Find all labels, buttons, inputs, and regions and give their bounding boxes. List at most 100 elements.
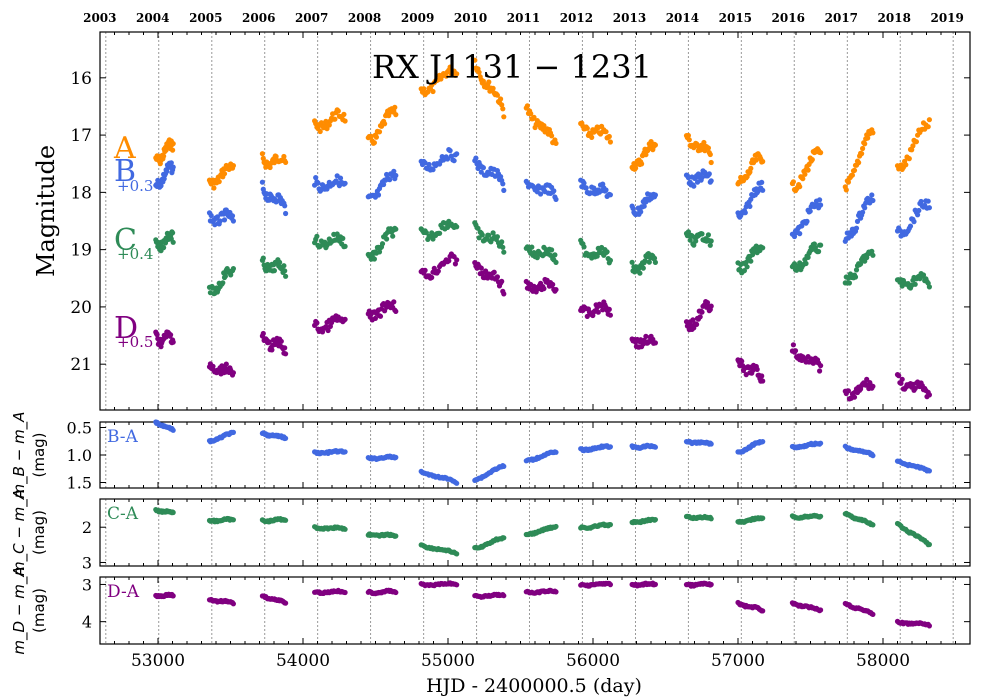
data-point [898, 380, 904, 386]
data-point [699, 231, 705, 237]
data-point [607, 312, 614, 318]
data-point [486, 232, 492, 238]
data-point [739, 358, 745, 364]
data-point [845, 179, 852, 185]
data-point [707, 151, 713, 158]
data-point [500, 181, 506, 187]
data-point [607, 444, 614, 450]
y-tick-label: 1.0 [67, 446, 92, 465]
data-point [652, 340, 659, 346]
data-point [760, 439, 766, 445]
data-point [846, 280, 853, 286]
data-point [603, 129, 609, 135]
axes-frame [99, 576, 971, 645]
data-point [283, 517, 289, 523]
y-tick-label: 3 [82, 575, 92, 594]
data-point [170, 593, 176, 599]
data-point [817, 368, 823, 374]
y-axis-label: Magnitude [32, 145, 60, 277]
data-point [553, 523, 559, 530]
x-tick-label: 53000 [131, 651, 185, 671]
data-point [818, 202, 824, 208]
data-point [744, 264, 750, 270]
data-point [849, 172, 856, 178]
data-point [429, 274, 435, 281]
data-point [760, 158, 766, 165]
data-point [862, 141, 868, 147]
data-point [528, 111, 534, 117]
chart-title: RX J1131 − 1231 [372, 48, 652, 86]
data-point [170, 339, 176, 345]
data-point [260, 155, 266, 162]
data-point [747, 203, 753, 209]
data-point [584, 125, 590, 131]
data-point [906, 156, 912, 162]
data-point [790, 179, 797, 185]
data-point [643, 152, 649, 158]
data-point [869, 192, 875, 198]
data-point [273, 153, 279, 160]
data-point [391, 299, 397, 305]
data-point [342, 316, 348, 322]
data-point [391, 168, 397, 174]
data-point [315, 180, 321, 186]
data-point [865, 135, 871, 141]
data-point [341, 111, 347, 117]
data-point [393, 533, 399, 539]
data-point [607, 192, 614, 198]
data-point [864, 376, 870, 382]
data-point [534, 255, 540, 261]
data-point [371, 140, 377, 146]
panel-label: B-A [107, 427, 139, 447]
data-point [384, 236, 390, 242]
data-point [314, 320, 320, 326]
data-point [259, 151, 265, 157]
data-point [454, 551, 460, 557]
data-point [583, 185, 589, 191]
data-point [920, 272, 927, 278]
data-point [422, 267, 428, 273]
data-point [230, 163, 236, 169]
data-point [708, 441, 714, 447]
data-point [553, 287, 559, 293]
y-axis-label: m_C − m_A [10, 489, 29, 576]
y-tick-label: 17 [70, 126, 92, 146]
series-c-a [153, 507, 933, 557]
data-point [217, 218, 223, 224]
data-point [342, 180, 348, 186]
data-point [818, 242, 824, 248]
data-point [705, 232, 712, 238]
data-point [797, 231, 803, 237]
data-point [553, 140, 559, 146]
data-point [708, 303, 714, 309]
data-point [382, 121, 388, 127]
data-point [473, 155, 479, 161]
data-point [375, 192, 382, 198]
data-point [342, 449, 348, 455]
data-point [498, 174, 504, 180]
data-point [870, 611, 876, 618]
data-point [210, 363, 216, 369]
data-point [860, 209, 866, 215]
data-point [259, 179, 265, 185]
series-label: C [114, 223, 137, 258]
year-tick-label: 2018 [878, 11, 911, 25]
data-point [501, 187, 507, 193]
data-point [390, 233, 396, 239]
data-point [760, 515, 766, 521]
x-tick-label: 55000 [421, 651, 475, 671]
data-point [168, 160, 174, 166]
data-point [584, 313, 590, 319]
data-point [852, 274, 859, 280]
data-point [851, 167, 858, 173]
data-point [170, 141, 176, 147]
data-point [170, 147, 176, 153]
y-tick-label: 2 [82, 518, 92, 537]
data-point [553, 196, 559, 202]
c-minus-a-panel: 2 3 m_C − m_A (mag) C-A [10, 489, 971, 576]
data-point [899, 376, 905, 382]
data-point [818, 513, 824, 519]
data-point [494, 92, 500, 98]
data-point [313, 175, 319, 181]
data-point [154, 332, 160, 338]
